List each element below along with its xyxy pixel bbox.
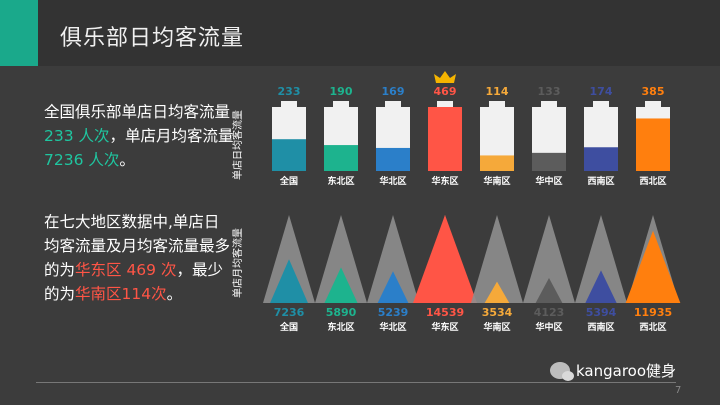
summary-text: 。 (166, 285, 183, 303)
triangle-category-label: 华中区 (535, 321, 562, 333)
bar-value-label: 190 (330, 85, 353, 98)
footer-divider (36, 382, 676, 383)
bar-category-label: 东北区 (327, 175, 354, 187)
battery-cap (489, 101, 505, 107)
battery-cap (593, 101, 609, 107)
battery-cap (541, 101, 557, 107)
brand-label: kangaroo健身 (550, 360, 676, 381)
bar-华中区 (532, 152, 566, 171)
bar-东北区 (324, 145, 358, 171)
summary-text: ，最少 (176, 261, 223, 279)
battery-cap (385, 101, 401, 107)
bar-y-axis-label: 单店日均客流量 (231, 110, 244, 180)
triangle-category-label: 西南区 (587, 321, 614, 333)
bar-category-label: 西北区 (639, 175, 666, 187)
triangle-西北区 (625, 230, 681, 303)
triangle-background (471, 215, 523, 303)
triangle-background (575, 215, 627, 303)
crown-icon (434, 71, 456, 83)
monthly-national-value: 7236 人次 (44, 151, 120, 169)
summary-text: 均客流量及月均客流量最多 (44, 237, 231, 255)
triangle-background (315, 215, 367, 303)
triangle-华东区 (413, 215, 477, 303)
bar-value-label: 174 (590, 85, 613, 98)
brand-text: kangaroo健身 (576, 362, 677, 380)
triangle-y-axis-label: 单店月均客流量 (231, 228, 244, 298)
triangle-value-label: 11935 (634, 306, 672, 319)
summary-text: 在七大地区数据中,单店日 (44, 213, 220, 231)
triangle-华中区 (535, 278, 563, 303)
page-title: 俱乐部日均客流量 (60, 26, 245, 51)
summary-text: 的为 (44, 261, 76, 279)
bar-value-label: 469 (434, 85, 457, 98)
triangle-value-label: 14539 (426, 306, 464, 319)
bar-category-label: 华北区 (379, 175, 406, 187)
triangle-background (523, 215, 575, 303)
bar-全国 (272, 139, 306, 171)
title-accent (0, 0, 38, 66)
bar-value-label: 233 (278, 85, 301, 98)
triangle-value-label: 3534 (482, 306, 513, 319)
triangle-category-label: 华东区 (431, 321, 458, 333)
summary-text: 的为 (44, 285, 76, 303)
bar-value-label: 114 (486, 85, 509, 98)
title-bar (0, 0, 720, 66)
max-region-text: 华东区 469 次 (75, 261, 177, 279)
battery-cap (645, 101, 661, 107)
daily-national-value: 233 人次 (44, 127, 110, 145)
bar-category-label: 华南区 (483, 175, 510, 187)
triangle-东北区 (324, 267, 358, 303)
bar-value-label: 133 (538, 85, 561, 98)
triangle-background (367, 215, 419, 303)
triangle-全国 (270, 259, 308, 303)
triangle-value-label: 4123 (534, 306, 565, 319)
bar-category-label: 华中区 (535, 175, 562, 187)
triangle-华北区 (377, 271, 409, 303)
battery-cap (437, 101, 453, 107)
bar-华南区 (480, 155, 514, 171)
summary-text: ，单店月均客流量 (109, 127, 234, 145)
triangle-西南区 (585, 270, 617, 303)
summary-paragraph-2: 在七大地区数据中,单店日 均客流量及月均客流量最多 的为华东区 469 次，最少… (44, 210, 230, 306)
triangle-category-label: 华北区 (379, 321, 406, 333)
bar-category-label: 华东区 (431, 175, 458, 187)
page-number: 7 (675, 385, 682, 396)
bar-华北区 (376, 147, 410, 171)
wechat-icon (550, 362, 574, 381)
bar-category-label: 全国 (279, 175, 298, 187)
bar-西南区 (584, 147, 618, 171)
triangle-value-label: 5239 (378, 306, 409, 319)
summary-paragraph-1: 全国俱乐部单店日均客流量 233 人次，单店月均客流量 7236 人次。 (44, 100, 234, 172)
bar-value-label: 385 (642, 85, 665, 98)
triangle-value-label: 7236 (274, 306, 305, 319)
triangle-value-label: 5394 (586, 306, 617, 319)
summary-text: 全国俱乐部单店日均客流量 (44, 103, 231, 121)
triangle-category-label: 西北区 (639, 321, 666, 333)
battery-cap (333, 101, 349, 107)
triangle-category-label: 华南区 (483, 321, 510, 333)
triangle-华南区 (484, 281, 510, 303)
min-region-text: 华南区114次 (75, 285, 167, 303)
triangle-category-label: 东北区 (327, 321, 354, 333)
bar-华东区 (428, 107, 462, 171)
bar-value-label: 169 (382, 85, 405, 98)
summary-text: 。 (119, 151, 135, 169)
bar-category-label: 西南区 (587, 175, 614, 187)
triangle-value-label: 5890 (326, 306, 357, 319)
battery-cap (281, 101, 297, 107)
triangle-background (263, 215, 315, 303)
bar-西北区 (636, 118, 670, 171)
triangle-category-label: 全国 (279, 321, 298, 333)
